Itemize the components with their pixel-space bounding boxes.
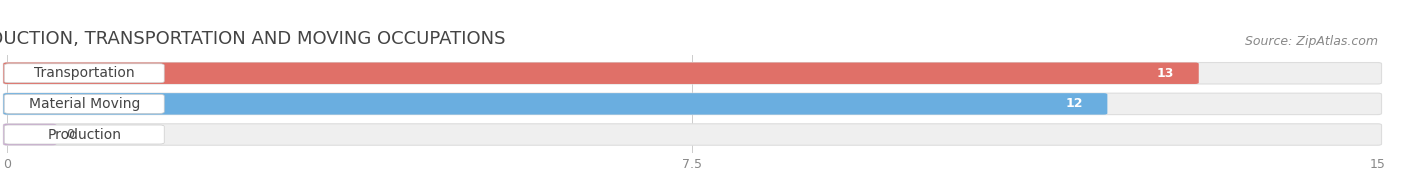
FancyBboxPatch shape xyxy=(3,93,1108,115)
FancyBboxPatch shape xyxy=(4,125,165,144)
Text: Production: Production xyxy=(48,128,121,142)
Text: 12: 12 xyxy=(1066,97,1083,110)
FancyBboxPatch shape xyxy=(3,63,1382,84)
FancyBboxPatch shape xyxy=(1137,65,1194,81)
FancyBboxPatch shape xyxy=(3,124,56,145)
Text: 0: 0 xyxy=(66,128,75,141)
FancyBboxPatch shape xyxy=(3,63,1199,84)
FancyBboxPatch shape xyxy=(4,64,165,83)
Text: Material Moving: Material Moving xyxy=(28,97,141,111)
FancyBboxPatch shape xyxy=(1046,96,1102,112)
FancyBboxPatch shape xyxy=(4,94,165,113)
Text: PRODUCTION, TRANSPORTATION AND MOVING OCCUPATIONS: PRODUCTION, TRANSPORTATION AND MOVING OC… xyxy=(0,30,506,48)
Text: 13: 13 xyxy=(1157,67,1174,80)
FancyBboxPatch shape xyxy=(3,93,1382,115)
Text: Source: ZipAtlas.com: Source: ZipAtlas.com xyxy=(1244,35,1378,48)
Text: Transportation: Transportation xyxy=(34,66,135,80)
FancyBboxPatch shape xyxy=(3,124,1382,145)
